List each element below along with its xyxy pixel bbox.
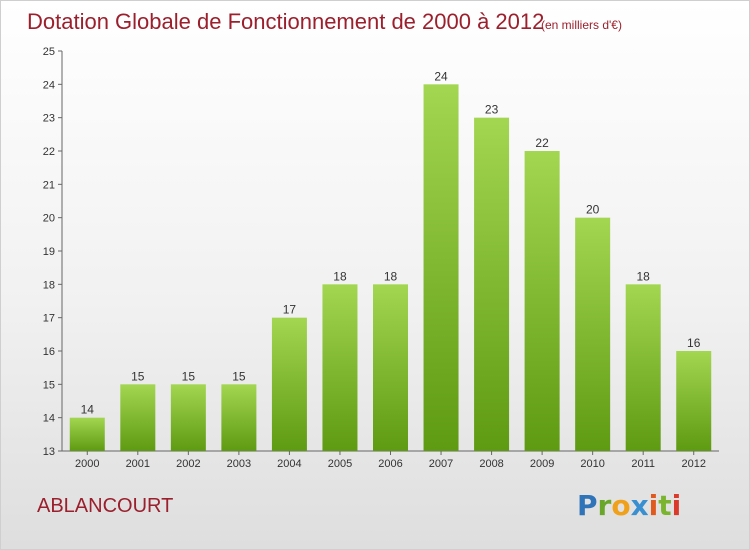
y-tick-label: 20 <box>43 213 55 225</box>
data-label-2002: 15 <box>182 369 196 383</box>
proxiti-logo[interactable]: Proxiti <box>577 489 682 522</box>
data-label-2000: 14 <box>81 403 95 417</box>
bar-2012[interactable] <box>676 351 712 451</box>
y-tick-label: 16 <box>43 346 55 358</box>
y-tick-label: 24 <box>43 79 55 91</box>
bar-2010[interactable] <box>575 217 611 451</box>
x-tick-label-2003: 2003 <box>227 458 251 470</box>
chart-title: Dotation Globale de Fonctionnement de 20… <box>27 9 545 34</box>
bar-2009[interactable] <box>524 151 560 451</box>
x-tick-label-2011: 2011 <box>631 458 655 470</box>
data-label-2011: 18 <box>637 269 651 283</box>
y-tick-label: 21 <box>43 179 55 191</box>
data-label-2012: 16 <box>687 336 701 350</box>
data-label-2010: 20 <box>586 203 600 217</box>
data-label-2008: 23 <box>485 103 499 117</box>
x-tick-label-2008: 2008 <box>479 458 503 470</box>
y-tick-label: 25 <box>43 46 55 58</box>
y-tick-label: 23 <box>43 113 55 125</box>
y-tick-label: 14 <box>43 413 55 425</box>
bar-2001[interactable] <box>120 384 156 451</box>
y-tick-label: 18 <box>43 279 55 291</box>
data-label-2001: 15 <box>131 369 145 383</box>
data-label-2005: 18 <box>333 269 347 283</box>
x-tick-label-2009: 2009 <box>530 458 554 470</box>
data-label-2003: 15 <box>232 369 246 383</box>
bar-2004[interactable] <box>271 317 307 451</box>
x-tick-label-2004: 2004 <box>277 458 301 470</box>
bar-2003[interactable] <box>221 384 257 451</box>
y-tick-label: 13 <box>43 446 55 458</box>
bars <box>69 84 712 452</box>
labels: 2000 14 2001 15 2002 15 2003 15 2004 17 2005 18 2006… <box>75 69 706 470</box>
y-tick-label: 22 <box>43 146 55 158</box>
data-label-2006: 18 <box>384 269 398 283</box>
bar-2000[interactable] <box>69 417 105 451</box>
x-tick-label-2007: 2007 <box>429 458 453 470</box>
x-tick-label-2000: 2000 <box>75 458 99 470</box>
y-tick-label: 19 <box>43 246 55 258</box>
x-tick-label-2006: 2006 <box>378 458 402 470</box>
y-tick-label: 17 <box>43 313 55 325</box>
city-name: ABLANCOURT <box>37 495 174 517</box>
x-tick-label-2002: 2002 <box>176 458 200 470</box>
x-tick-label-2010: 2010 <box>580 458 604 470</box>
bar-2002[interactable] <box>170 384 206 451</box>
bar-2005[interactable] <box>322 284 358 451</box>
bar-2008[interactable] <box>474 117 510 452</box>
x-tick-label-2001: 2001 <box>126 458 150 470</box>
bar-2011[interactable] <box>625 284 661 451</box>
chart-subtitle: (en milliers d'€) <box>541 18 622 32</box>
x-tick-label-2005: 2005 <box>328 458 352 470</box>
bar-2006[interactable] <box>373 284 408 451</box>
data-label-2007: 24 <box>434 69 448 83</box>
data-label-2004: 17 <box>283 303 297 317</box>
x-tick-label-2012: 2012 <box>681 458 705 470</box>
bar-2007[interactable] <box>423 84 459 451</box>
data-label-2009: 22 <box>535 136 549 150</box>
y-tick-label: 15 <box>43 379 55 391</box>
